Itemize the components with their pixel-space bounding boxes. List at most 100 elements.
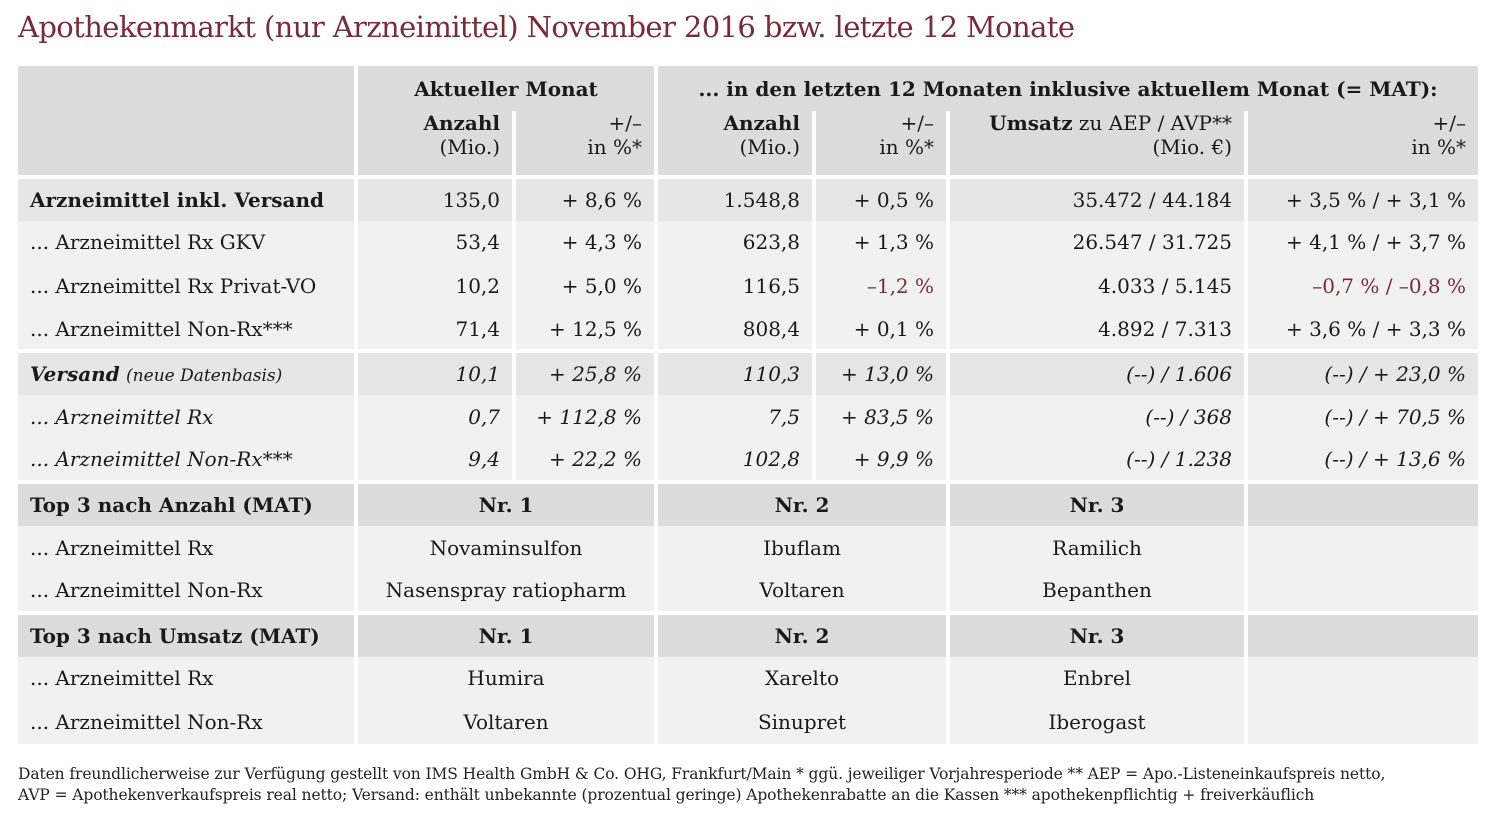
product-rank-1: Nasenspray ratiopharm	[356, 569, 659, 613]
header-change-umsatz: +/– in %*	[1411, 111, 1467, 159]
rank-2-label: Nr. 2	[656, 480, 951, 526]
cell-change: + 4,3 %	[514, 220, 659, 265]
row-label: ... Arzneimittel Non-Rx***	[18, 438, 358, 483]
table-row: Arzneimittel inkl. Versand 135,0 + 8,6 %…	[18, 175, 1479, 221]
empty-cell	[1246, 610, 1479, 657]
cell-umsatz: 4.892 / 7.313	[948, 307, 1249, 352]
cell-change-umsatz: (--) / + 23,0 %	[1246, 349, 1479, 395]
product-rank-2: Sinupret	[656, 700, 951, 744]
table-row: ... Arzneimittel Non-Rx Nasenspray ratio…	[18, 569, 1479, 613]
rank-2-label: Nr. 2	[656, 610, 951, 657]
empty-cell	[1246, 526, 1478, 570]
header-anzahl-mat: Anzahl (Mio.)	[656, 111, 817, 177]
cell-anzahl: 0,7	[356, 394, 516, 439]
cell-anzahl-mat: 7,5	[656, 394, 817, 439]
cell-change-mat: + 9,9 %	[814, 438, 951, 483]
section-header-row: Top 3 nach Umsatz (MAT) Nr. 1 Nr. 2 Nr. …	[18, 610, 1479, 657]
empty-cell	[1246, 569, 1478, 613]
rank-3-label: Nr. 3	[948, 480, 1249, 526]
cell-anzahl-mat: 116,5	[656, 264, 817, 308]
cell-change: + 8,6 %	[514, 175, 659, 221]
cell-change-umsatz: + 3,6 % / + 3,3 %	[1285, 316, 1467, 341]
header-umsatz: Umsatz zu AEP / AVP** (Mio. €)	[948, 111, 1249, 177]
versand-note: (neue Datenbasis)	[126, 366, 283, 387]
product-rank-3: Ramilich	[948, 525, 1249, 570]
cell-anzahl: 135,0	[356, 175, 516, 221]
empty-cell	[1246, 700, 1478, 744]
cell-change-mat: + 0,5 %	[814, 175, 951, 221]
empty-cell	[1246, 480, 1479, 526]
product-rank-2: Ibuflam	[656, 525, 951, 570]
cell-change: + 112,8 %	[514, 394, 659, 439]
table-row: ... Arzneimittel Rx Humira Xarelto Enbre…	[18, 656, 1479, 701]
header-mat: ... in den letzten 12 Monaten inklusive …	[698, 76, 1438, 101]
cell-anzahl-mat: 110,3	[656, 349, 817, 395]
row-label: Versand (neue Datenbasis)	[18, 349, 358, 395]
rank-1-label: Nr. 1	[356, 480, 659, 526]
cell-change-mat: + 0,1 %	[814, 307, 951, 352]
table-row: ... Arzneimittel Rx Novaminsulfon Ibufla…	[18, 525, 1479, 570]
row-label: Arzneimittel inkl. Versand	[18, 175, 358, 221]
cell-anzahl-mat: 623,8	[656, 220, 817, 265]
product-rank-3: Bepanthen	[948, 569, 1249, 613]
product-rank-3: Enbrel	[948, 656, 1249, 701]
header-current-month: Aktueller Monat	[356, 66, 659, 111]
table-row: ... Arzneimittel Rx GKV 53,4 + 4,3 % 623…	[18, 220, 1479, 265]
header-empty-cell	[18, 111, 358, 177]
product-rank-3: Iberogast	[948, 700, 1249, 744]
row-label: ... Arzneimittel Rx GKV	[18, 220, 358, 265]
cell-change-umsatz: + 3,5 % / + 3,1 %	[1246, 175, 1479, 221]
versand-label: Versand	[30, 362, 120, 387]
cell-anzahl: 71,4	[356, 307, 516, 352]
section-header-row: Top 3 nach Anzahl (MAT) Nr. 1 Nr. 2 Nr. …	[18, 480, 1479, 526]
cell-change: + 22,2 %	[514, 438, 659, 483]
footnote: Daten freundlicherweise zur Verfügung ge…	[18, 764, 1488, 806]
table-row: ... Arzneimittel Rx Privat-VO 10,2 + 5,0…	[18, 264, 1479, 308]
cell-change: + 12,5 %	[514, 307, 659, 352]
cell-anzahl-mat: 102,8	[656, 438, 817, 483]
cell-change-mat: + 13,0 %	[814, 349, 951, 395]
row-label: ... Arzneimittel Rx	[18, 525, 358, 570]
row-label: ... Arzneimittel Non-Rx	[18, 569, 358, 613]
cell-umsatz: 26.547 / 31.725	[948, 220, 1249, 265]
header-column-row: Anzahl (Mio.) +/– in %* Anzahl (Mio.) +/– in…	[18, 111, 1479, 177]
section-label: Top 3 nach Anzahl (MAT)	[18, 480, 358, 526]
cell-change: + 5,0 %	[514, 264, 659, 308]
cell-anzahl: 9,4	[356, 438, 516, 483]
table-row: ... Arzneimittel Non-Rx*** 9,4 + 22,2 % …	[18, 438, 1479, 483]
cell-umsatz: (--) / 1.606	[948, 349, 1249, 395]
row-label: ... Arzneimittel Rx	[18, 656, 358, 701]
product-rank-2: Voltaren	[656, 569, 951, 613]
table-row: Versand (neue Datenbasis) 10,1 + 25,8 % …	[18, 349, 1479, 395]
row-label: ... Arzneimittel Rx Privat-VO	[18, 264, 358, 308]
footnote-line-1: Daten freundlicherweise zur Verfügung ge…	[18, 765, 1386, 783]
row-label: ... Arzneimittel Rx	[18, 394, 358, 439]
cell-change: + 25,8 %	[514, 349, 659, 395]
page-title: Apothekenmarkt (nur Arzneimittel) Novemb…	[18, 10, 1075, 44]
cell-anzahl: 10,1	[356, 349, 516, 395]
product-rank-1: Voltaren	[356, 700, 659, 744]
cell-anzahl-mat: 1.548,8	[656, 175, 817, 221]
product-rank-1: Humira	[356, 656, 659, 701]
product-rank-2: Xarelto	[656, 656, 951, 701]
table-row: ... Arzneimittel Non-Rx*** 71,4 + 12,5 %…	[18, 307, 1479, 352]
row-label: ... Arzneimittel Non-Rx***	[18, 307, 358, 352]
empty-cell	[1246, 657, 1478, 701]
cell-anzahl: 53,4	[356, 220, 516, 265]
cell-umsatz: (--) / 1.238	[948, 438, 1249, 483]
cell-umsatz: (--) / 368	[948, 394, 1249, 439]
header-group-row: Aktueller Monat ... in den letzten 12 Mo…	[18, 66, 1479, 111]
cell-change-umsatz: –0,7 % / –0,8 %	[1312, 273, 1467, 298]
cell-change-umsatz: + 4,1 % / + 3,7 %	[1285, 230, 1467, 255]
cell-change-umsatz: (--) / + 13,6 %	[1324, 447, 1467, 472]
section-label: Top 3 nach Umsatz (MAT)	[18, 610, 358, 657]
product-rank-1: Novaminsulfon	[356, 525, 659, 570]
cell-anzahl: 10,2	[356, 264, 516, 308]
footnote-line-2: AVP = Apothekenverkaufspreis real netto;…	[18, 786, 1315, 804]
header-empty-cell	[18, 66, 358, 111]
table-row: ... Arzneimittel Non-Rx Voltaren Sinupre…	[18, 700, 1479, 744]
cell-change-mat: + 83,5 %	[814, 394, 951, 439]
cell-change-umsatz: (--) / + 70,5 %	[1324, 404, 1467, 429]
row-label: ... Arzneimittel Non-Rx	[18, 700, 358, 744]
cell-anzahl-mat: 808,4	[656, 307, 817, 352]
